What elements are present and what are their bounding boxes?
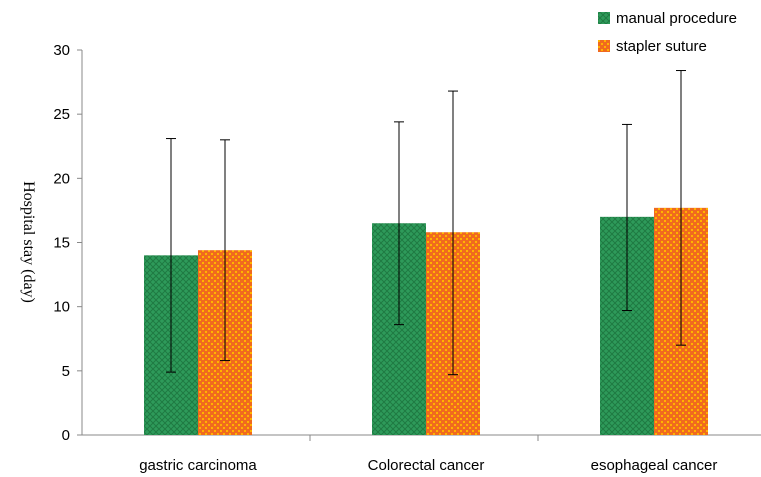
- legend-swatch-stapler-suture: [598, 40, 610, 52]
- category-label: gastric carcinoma: [139, 457, 257, 474]
- y-tick-label: 20: [53, 170, 70, 187]
- y-tick-label: 10: [53, 299, 70, 316]
- legend-swatch-manual-procedure: [598, 12, 610, 24]
- category-label: Colorectal cancer: [368, 457, 485, 474]
- legend-label: stapler suture: [616, 38, 707, 55]
- category-labels: gastric carcinoma Colorectal cancer esopha…: [139, 457, 717, 474]
- y-ticks: 0 5 10 15 20 25 30: [53, 42, 82, 444]
- x-ticks: [309, 435, 539, 441]
- y-tick-label: 5: [62, 363, 70, 380]
- legend: manual procedure stapler suture: [598, 10, 737, 55]
- y-tick-label: 25: [53, 106, 70, 123]
- y-tick-label: 30: [53, 42, 70, 59]
- y-tick-label: 15: [53, 235, 70, 252]
- bars: [144, 207, 708, 435]
- error-bars: [166, 70, 686, 376]
- y-tick-label: 0: [62, 427, 70, 444]
- category-label: esophageal cancer: [591, 457, 718, 474]
- y-axis-label: Hospital stay (day): [20, 181, 37, 303]
- legend-label: manual procedure: [616, 10, 737, 27]
